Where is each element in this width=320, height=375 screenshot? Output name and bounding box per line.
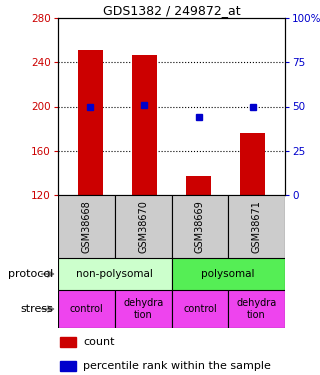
Bar <box>172 195 228 258</box>
Bar <box>78 50 103 195</box>
Text: count: count <box>83 337 115 347</box>
Text: stress: stress <box>20 304 53 314</box>
Bar <box>115 290 172 328</box>
Text: protocol: protocol <box>8 269 53 279</box>
Text: non-polysomal: non-polysomal <box>76 269 153 279</box>
Text: GSM38670: GSM38670 <box>138 200 148 253</box>
Text: control: control <box>69 304 103 314</box>
Bar <box>115 195 172 258</box>
Text: dehydra
tion: dehydra tion <box>123 298 163 320</box>
Text: polysomal: polysomal <box>202 269 255 279</box>
Bar <box>132 54 156 195</box>
Bar <box>58 258 172 290</box>
Text: GSM38668: GSM38668 <box>81 200 92 253</box>
Bar <box>172 290 228 328</box>
Bar <box>60 361 76 370</box>
Text: control: control <box>183 304 217 314</box>
Title: GDS1382 / 249872_at: GDS1382 / 249872_at <box>103 4 240 17</box>
Text: dehydra
tion: dehydra tion <box>236 298 277 320</box>
Bar <box>172 258 285 290</box>
Bar <box>58 195 115 258</box>
Bar <box>58 290 115 328</box>
Bar <box>228 195 285 258</box>
Bar <box>240 133 265 195</box>
Text: GSM38671: GSM38671 <box>252 200 262 253</box>
Text: GSM38669: GSM38669 <box>195 200 205 253</box>
Bar <box>60 337 76 347</box>
Bar <box>186 176 211 195</box>
Text: percentile rank within the sample: percentile rank within the sample <box>83 360 271 370</box>
Bar <box>228 290 285 328</box>
